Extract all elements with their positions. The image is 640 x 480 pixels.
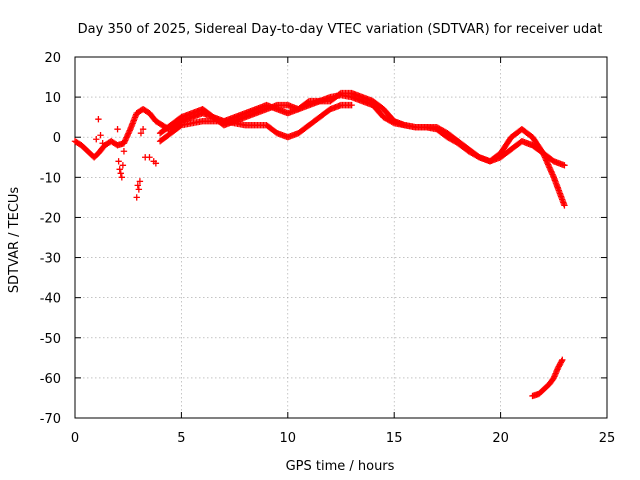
data-point <box>139 126 147 133</box>
plot-frame <box>74 56 608 419</box>
data-point <box>117 170 124 177</box>
y-tick-label: 20 <box>44 51 61 66</box>
data-point <box>120 148 128 155</box>
data-points <box>71 89 568 400</box>
data-point <box>137 130 145 137</box>
y-tick-label: 0 <box>53 131 61 146</box>
y-tick-label: -40 <box>40 292 61 307</box>
x-tick-label: 25 <box>599 431 616 446</box>
data-point <box>118 174 126 181</box>
data-point <box>152 160 160 167</box>
data-point <box>116 166 123 173</box>
data-point <box>115 158 122 165</box>
data-point <box>135 186 143 193</box>
x-tick-label: 20 <box>492 431 509 446</box>
data-point <box>99 140 106 147</box>
data-point <box>348 101 355 109</box>
y-tick-label: -50 <box>40 332 61 347</box>
x-tick-label: 15 <box>386 431 403 446</box>
tick-labels: 0 5 10 15 20 25 20 10 0 -10 -20 -30 -40 -50 -60 -70 <box>40 51 616 446</box>
data-point <box>119 162 127 169</box>
data-point <box>558 357 565 365</box>
data-point <box>561 162 568 169</box>
data-point <box>93 136 100 143</box>
data-point <box>97 132 104 139</box>
data-point <box>133 194 140 201</box>
data-point <box>136 178 144 185</box>
data-point <box>559 356 566 364</box>
y-axis-label: SDTVAR / TECUs <box>7 187 22 294</box>
y-tick-label: -10 <box>40 171 61 186</box>
x-tick-label: 5 <box>177 431 185 446</box>
axis-ticks <box>74 56 608 419</box>
data-point <box>561 202 568 209</box>
data-point <box>146 154 153 161</box>
data-point <box>114 126 121 133</box>
chart-title: Day 350 of 2025, Sidereal Day-to-day VTE… <box>78 22 603 37</box>
y-tick-label: -60 <box>40 372 61 387</box>
y-tick-label: -70 <box>40 412 61 427</box>
y-tick-label: -20 <box>40 211 61 226</box>
data-point <box>134 182 141 189</box>
gridlines <box>75 57 607 418</box>
x-tick-label: 0 <box>71 431 79 446</box>
data-point <box>95 115 102 123</box>
y-tick-label: 10 <box>44 91 61 106</box>
x-tick-label: 10 <box>280 431 297 446</box>
x-axis-label: GPS time / hours <box>286 459 395 474</box>
y-tick-label: -30 <box>40 252 61 267</box>
